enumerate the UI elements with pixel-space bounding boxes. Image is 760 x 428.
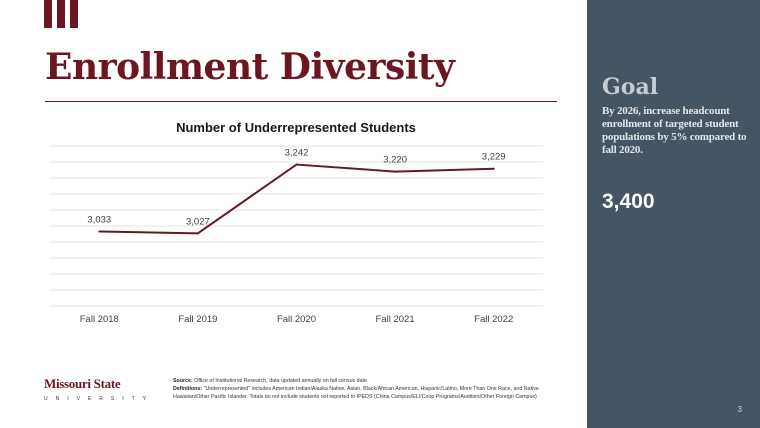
x-tick-label: Fall 2022 [474,314,513,325]
data-point [492,167,495,170]
definition-text: "Underrepresented" includes American Ind… [173,386,539,400]
definition-label: Definitions: [173,386,203,392]
data-point [98,230,101,233]
title-divider [45,101,557,102]
x-tick-label: Fall 2021 [376,314,415,325]
brand-bar [70,0,78,28]
data-label: 3,242 [285,148,309,159]
x-tick-label: Fall 2020 [277,314,316,325]
goal-heading: Goal [602,74,659,100]
footnote: Source: Office of Institutional Research… [173,377,573,401]
goal-description: By 2026, increase headcount enrollment o… [602,105,747,156]
data-label: 3,033 [87,214,111,225]
brand-bar [44,0,52,28]
source-label: Source: [173,378,193,384]
data-point [295,163,298,166]
missouri-state-logo: Missouri State UNIVERSITY [44,376,156,402]
series-line [99,163,494,235]
x-tick-label: Fall 2019 [178,314,217,325]
data-point [196,232,199,235]
page-number: 3 [737,405,742,414]
page-title: Enrollment Diversity [45,46,455,88]
data-label: 3,027 [186,216,210,227]
data-label: 3,229 [482,152,506,163]
definition-line: Definitions: "Underrepresented" includes… [173,385,573,401]
chart-title: Number of Underrepresented Students [176,120,416,135]
enrollment-line-chart: 3,033 3,027 3,242 3,220 3,229 Fall 2018 Fall 2… [50,145,543,325]
x-tick-label: Fall 2018 [80,314,119,325]
goal-value: 3,400 [602,190,655,213]
logo-name: Missouri State [44,376,121,391]
goal-panel: Goal By 2026, increase headcount enrollm… [587,0,760,428]
source-text: Office of Institutional Research, data u… [194,378,367,384]
data-point [394,170,397,173]
brand-bar [57,0,65,28]
data-label: 3,220 [383,155,407,166]
source-line: Source: Office of Institutional Research… [173,377,573,385]
logo-subtitle: UNIVERSITY [44,396,155,402]
brand-bars-logo [44,0,78,28]
